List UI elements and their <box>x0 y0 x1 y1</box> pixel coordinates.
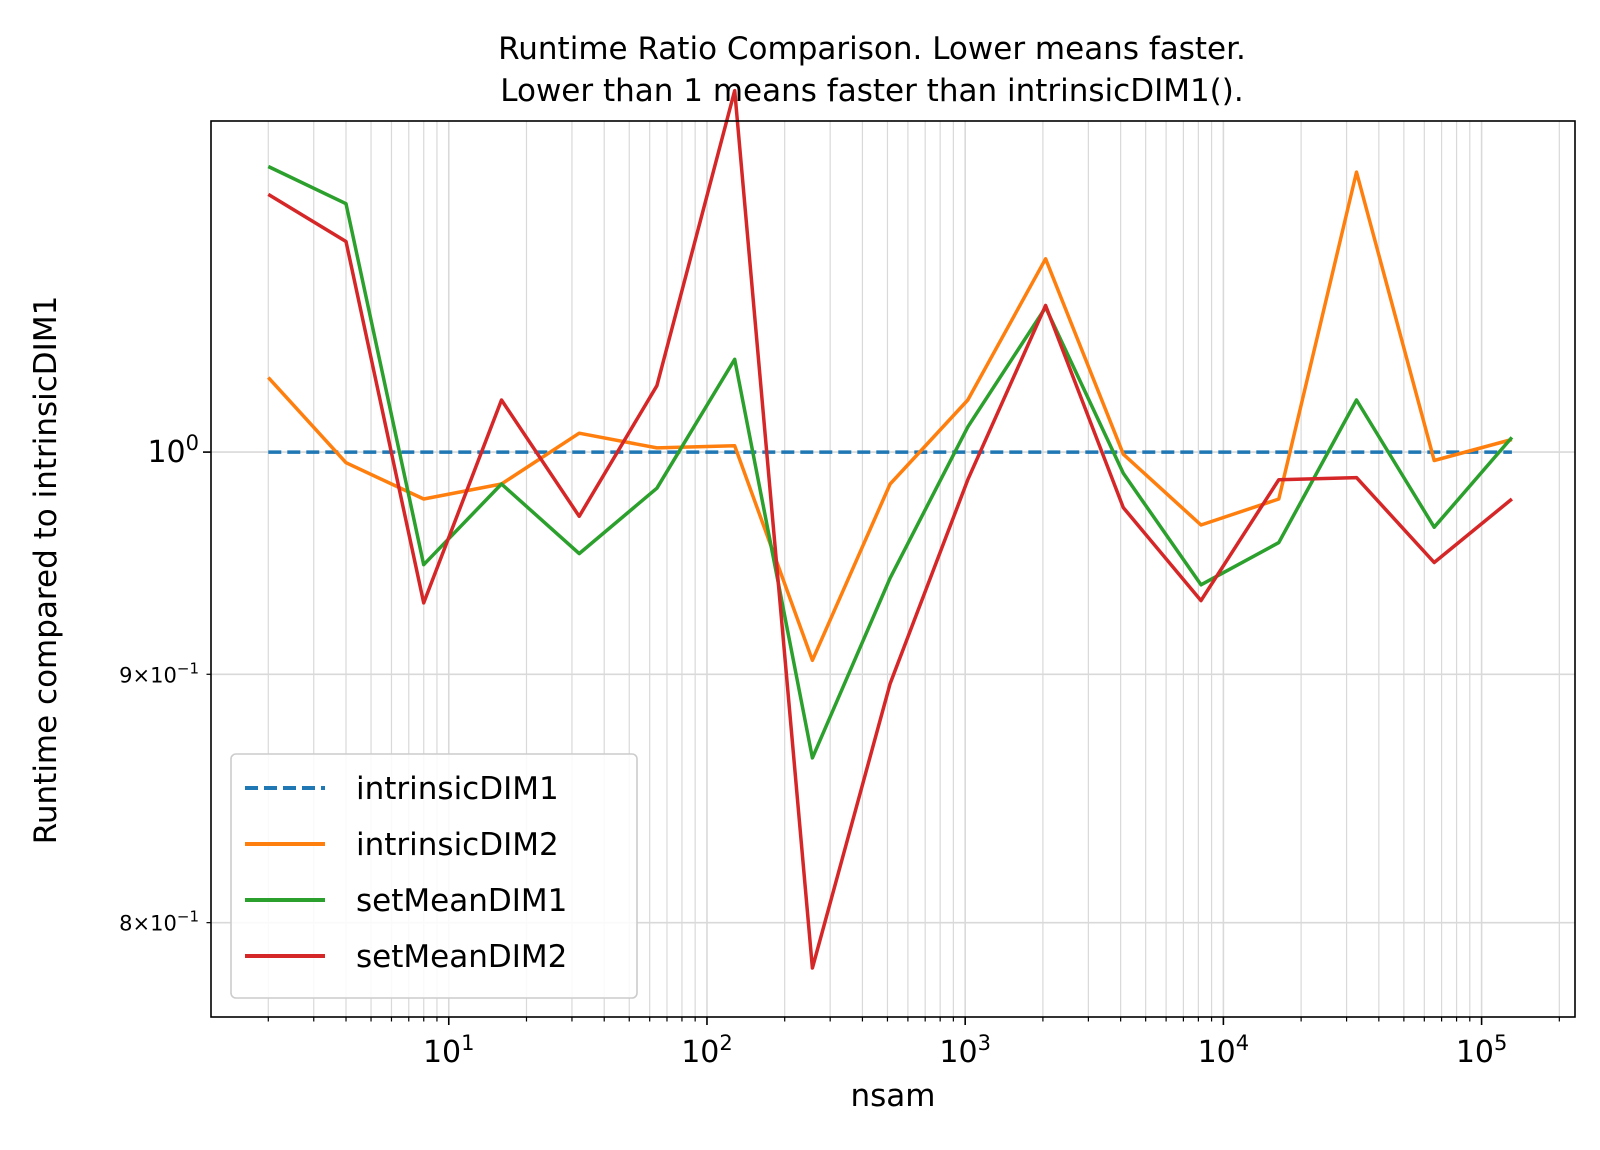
chart-title-line-1: Runtime Ratio Comparison. Lower means fa… <box>498 31 1246 67</box>
y-tick-label: 9×10−1 <box>119 659 199 687</box>
legend: intrinsicDIM1 intrinsicDIM2 setMeanDIM1 set… <box>230 753 638 999</box>
x-tick-label: 105 <box>1456 1031 1508 1070</box>
y-axis-label: Runtime compared to intrinsicDIM1 <box>28 296 64 845</box>
legend-box <box>230 753 638 999</box>
legend-label-intrinsicDIM1: intrinsicDIM1 <box>356 771 559 807</box>
series-line-intrinsicDIM2 <box>267 170 1513 663</box>
y-tick-label: 100 <box>147 431 199 470</box>
plot-frame <box>210 120 1576 1018</box>
legend-label-intrinsicDIM2: intrinsicDIM2 <box>356 827 559 863</box>
y-tick-label: 8×10−1 <box>119 908 199 936</box>
x-tick-label: 104 <box>1198 1031 1250 1070</box>
x-tick-label: 103 <box>939 1031 991 1070</box>
x-tick-label: 102 <box>681 1031 733 1070</box>
x-tick-label: 101 <box>423 1031 475 1070</box>
legend-label-setMeanDIM2: setMeanDIM2 <box>356 939 567 975</box>
x-axis-label: nsam <box>851 1078 936 1114</box>
legend-label-setMeanDIM1: setMeanDIM1 <box>356 883 567 919</box>
y-axis: 100 9×10−1 8×10−1 <box>119 431 211 936</box>
series-lines <box>267 88 1514 970</box>
x-axis: 101 102 103 104 105 <box>267 1017 1560 1070</box>
series-line-setMeanDIM2 <box>267 88 1514 970</box>
series-line-setMeanDIM1 <box>267 164 1514 760</box>
chart-title-line-2: Lower than 1 means faster than intrinsic… <box>500 73 1243 109</box>
